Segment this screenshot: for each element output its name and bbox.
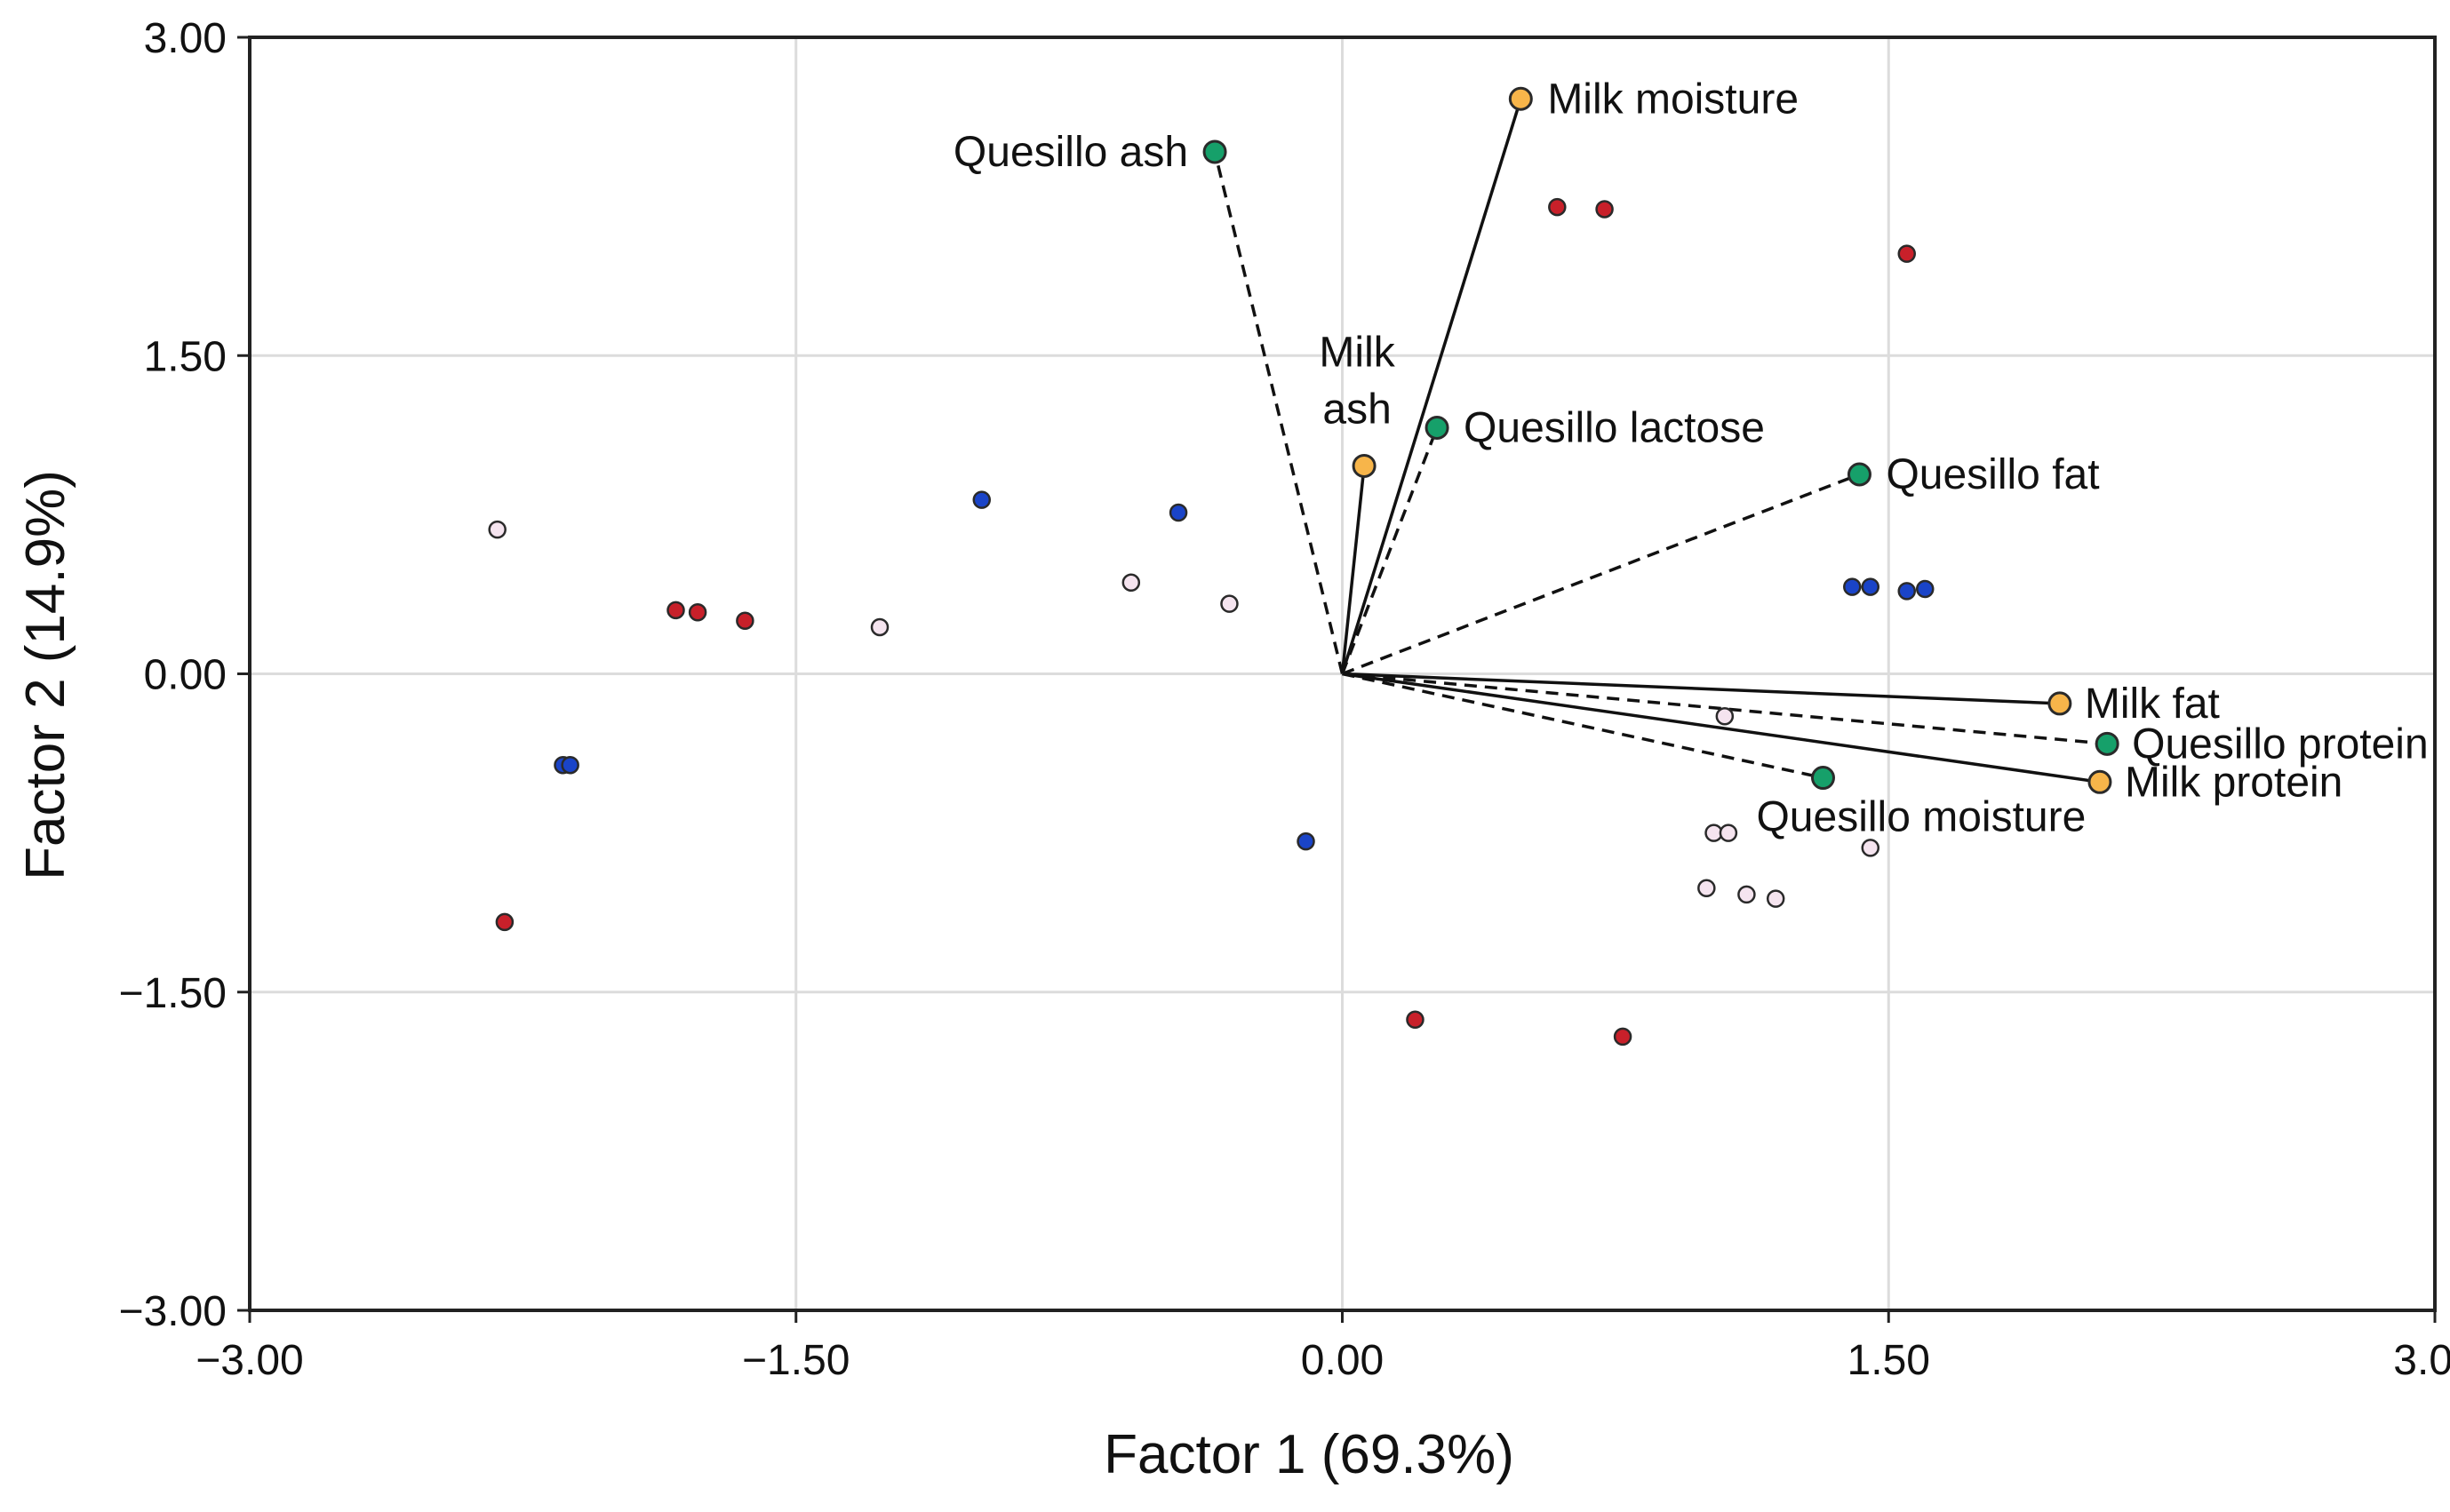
- loading-label: Quesillo ash: [954, 129, 1188, 176]
- score-point-red: [1595, 200, 1614, 219]
- score-point-pink: [488, 520, 507, 539]
- loading-point-milk: [2087, 769, 2112, 794]
- score-point-blue: [561, 755, 579, 775]
- loading-labels: Milk moisture Milk ash Milk fat Milk protein…: [954, 76, 2429, 840]
- y-tick-label: −3.00: [119, 1288, 227, 1335]
- score-point-red: [1897, 244, 1916, 263]
- loading-point-milk: [1352, 453, 1377, 478]
- x-tick-label: 3.00: [2393, 1337, 2450, 1384]
- loading-point-quesillo: [1202, 139, 1227, 164]
- loading-vector: [1342, 672, 2108, 746]
- score-point-blue: [1297, 832, 1315, 851]
- score-point-blue: [1169, 503, 1188, 522]
- score-point-pink: [1737, 885, 1756, 904]
- score-point-red: [1406, 1010, 1425, 1030]
- loading-points: [1202, 86, 2119, 794]
- loading-label: Quesillo protein: [2132, 720, 2429, 768]
- score-point-pink: [1697, 879, 1716, 897]
- x-tick-label: −3.00: [196, 1337, 303, 1384]
- score-point-pink: [1220, 594, 1239, 613]
- x-tick-label: 0.00: [1301, 1337, 1384, 1384]
- y-tick-label: 1.50: [144, 333, 227, 380]
- score-point-pink: [1766, 889, 1785, 908]
- y-tick-label: −1.50: [119, 970, 227, 1017]
- loading-point-quesillo: [1425, 415, 1449, 440]
- loading-label: Milk fat: [2085, 680, 2220, 728]
- x-tick-label: −1.50: [742, 1337, 850, 1384]
- loading-vector: [1342, 672, 2060, 705]
- score-point-blue: [972, 490, 992, 509]
- score-point-red: [1613, 1027, 1632, 1046]
- score-point-pink: [1719, 824, 1738, 842]
- loading-point-quesillo: [2095, 731, 2119, 756]
- loading-vector: [1340, 426, 1439, 675]
- score-point-red: [688, 602, 707, 622]
- y-tick-label: 3.00: [144, 15, 227, 62]
- loading-vector: [1342, 672, 1824, 780]
- loading-label: Milk ash: [1319, 329, 1395, 433]
- loading-vectors: [1213, 98, 2108, 784]
- loading-label: Milk moisture: [1547, 76, 1799, 123]
- loading-vector: [1340, 98, 1522, 675]
- loading-label: Quesillo lactose: [1464, 404, 1765, 451]
- loading-point-milk: [1508, 86, 1533, 111]
- score-point-pink: [1715, 707, 1735, 726]
- y-axis-title: Factor 2 (14.9%): [15, 470, 76, 880]
- plot-frame: [248, 36, 2437, 1312]
- score-point-red: [1548, 197, 1567, 217]
- score-point-red: [666, 601, 685, 620]
- score-point-pink: [1861, 839, 1880, 857]
- loading-label: Milk protein: [2125, 759, 2342, 806]
- score-point-pink: [870, 617, 890, 637]
- x-tick-label: 1.50: [1847, 1337, 1930, 1384]
- axes: −3.00−3.00 −1.50 −1.50 0.00 0.00 1.50 1.50 3.00…: [119, 15, 2450, 1384]
- loading-label: Quesillo moisture: [1756, 794, 2086, 841]
- loading-vector: [1340, 466, 1366, 674]
- y-tick-label: 0.00: [144, 652, 227, 699]
- loading-point-quesillo: [1810, 766, 1835, 791]
- loading-point-quesillo: [1847, 462, 1871, 487]
- score-point-blue: [1897, 582, 1916, 601]
- score-points: [488, 197, 1935, 1046]
- loading-point-milk: [2047, 691, 2072, 716]
- loading-vector: [1341, 473, 1861, 676]
- score-point-blue: [1843, 577, 1862, 596]
- score-point-pink: [1121, 573, 1141, 593]
- score-point-red: [495, 912, 515, 932]
- score-point-blue: [1861, 577, 1880, 596]
- score-point-blue: [1915, 579, 1935, 599]
- score-point-red: [736, 611, 754, 631]
- loading-vector: [1342, 672, 2101, 784]
- loading-vector: [1213, 151, 1345, 674]
- x-axis-title: Factor 1 (69.3%): [1104, 1424, 1514, 1485]
- loading-label: Quesillo fat: [1886, 451, 2099, 498]
